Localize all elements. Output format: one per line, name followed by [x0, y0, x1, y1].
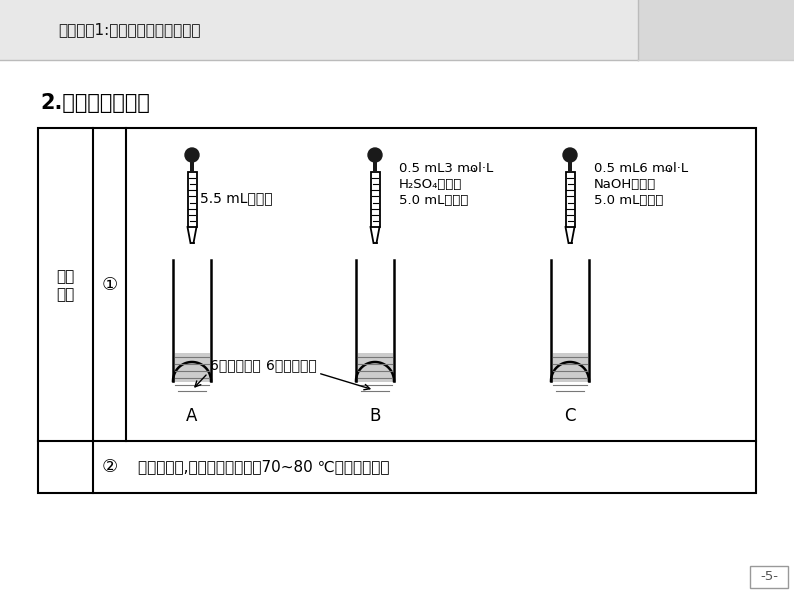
Bar — [357, 260, 392, 381]
Text: 实验活动1:乙酸乙酯的制备与性质: 实验活动1:乙酸乙酯的制备与性质 — [58, 23, 201, 38]
Text: A: A — [187, 407, 198, 425]
Text: 步骤: 步骤 — [56, 287, 75, 302]
Text: C: C — [565, 407, 576, 425]
Bar — [38, 128, 756, 493]
Bar — [175, 353, 210, 381]
Text: ②: ② — [102, 458, 118, 476]
Text: H₂SO₄溶液、: H₂SO₄溶液、 — [399, 178, 462, 191]
Circle shape — [368, 148, 382, 162]
Text: 6滴乙酸乙酯: 6滴乙酸乙酯 — [210, 358, 260, 372]
Bar — [638, 0, 794, 60]
Bar — [565, 172, 575, 227]
Polygon shape — [175, 364, 210, 381]
Text: 2.乙酸乙酯的水解: 2.乙酸乙酯的水解 — [40, 93, 150, 113]
Bar — [373, 162, 377, 172]
Text: 5.5 mL蒸馏水: 5.5 mL蒸馏水 — [200, 191, 272, 205]
Polygon shape — [553, 364, 588, 381]
Text: 0.5 mL3 mol·L: 0.5 mL3 mol·L — [399, 162, 493, 175]
Bar — [553, 353, 588, 381]
Text: 6滴乙酸乙酯: 6滴乙酸乙酯 — [266, 358, 317, 372]
Circle shape — [563, 148, 577, 162]
Text: ⁻¹: ⁻¹ — [662, 168, 672, 178]
Text: ①: ① — [102, 275, 118, 293]
Text: 5.0 mL蒸馏水: 5.0 mL蒸馏水 — [594, 194, 663, 206]
Bar — [553, 260, 588, 381]
Bar — [371, 172, 380, 227]
Circle shape — [185, 148, 199, 162]
Bar — [190, 162, 194, 172]
Text: NaOH溶液、: NaOH溶液、 — [594, 178, 657, 191]
Text: 实验: 实验 — [56, 269, 75, 284]
Text: 5.0 mL蒸馏水: 5.0 mL蒸馏水 — [399, 194, 468, 206]
Text: 0.5 mL6 mol·L: 0.5 mL6 mol·L — [594, 162, 688, 175]
Bar — [568, 162, 572, 172]
Bar — [0, 0, 794, 60]
Text: -5-: -5- — [760, 570, 778, 583]
Bar — [187, 172, 196, 227]
Bar — [357, 353, 392, 381]
Text: B: B — [369, 407, 380, 425]
Bar — [175, 260, 210, 381]
Bar — [750, 566, 788, 588]
Text: 振荡均匀后,把三支试管都放入70~80 ℃的水浴里加热: 振荡均匀后,把三支试管都放入70~80 ℃的水浴里加热 — [138, 460, 390, 474]
Polygon shape — [357, 364, 392, 381]
Text: ⁻¹: ⁻¹ — [467, 168, 476, 178]
